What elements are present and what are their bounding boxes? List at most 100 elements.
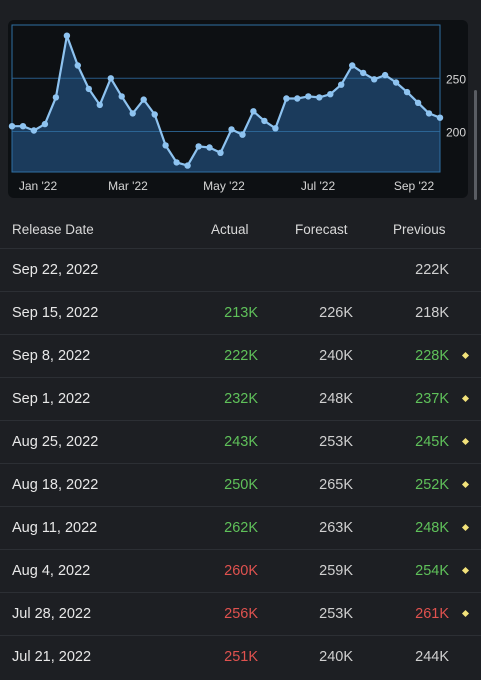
revision-diamond-icon [461,394,470,403]
previous-cell: 261K [415,606,449,622]
release-date-cell: Aug 18, 2022 [12,477,99,493]
data-point [305,93,312,100]
data-point [129,110,136,117]
data-point [381,71,389,79]
table-row[interactable]: Sep 15, 2022 213K 226K 218K [0,291,481,334]
header-release-date[interactable]: Release Date [12,222,94,237]
release-date-cell: Sep 22, 2022 [12,262,99,278]
actual-cell: 222K [224,348,258,364]
chart-card: 200 250 Jan '22 Mar '22 May '22 Jul '22 Sep '2… [0,0,481,200]
data-point [173,159,180,166]
data-point [85,85,93,93]
release-date-cell: Aug 25, 2022 [12,434,99,450]
table-row[interactable]: Sep 8, 2022 222K 240K 228K [0,334,481,377]
data-point [184,162,191,169]
data-point [41,120,49,128]
y-tick-label: 200 [446,126,466,140]
revision-diamond-icon [461,566,470,575]
series-area [12,35,440,173]
header-previous[interactable]: Previous [393,222,446,237]
data-point [162,142,169,149]
data-point [360,69,367,77]
previous-cell: 218K [415,305,449,321]
y-tick-label: 250 [446,72,466,86]
actual-cell: 256K [224,606,258,622]
release-date-cell: Jul 21, 2022 [12,649,92,665]
forecast-cell: 226K [319,305,353,321]
previous-cell: 248K [415,520,449,536]
actual-cell: 250K [224,477,258,493]
forecast-cell: 253K [319,434,353,450]
actual-cell: 251K [224,649,258,665]
data-point [96,101,104,109]
table-row[interactable]: Aug 18, 2022 250K 265K 252K [0,463,481,506]
header-forecast[interactable]: Forecast [295,222,348,237]
data-point [425,110,433,117]
table-row[interactable]: Aug 4, 2022 260K 259K 254K [0,549,481,592]
table-row[interactable]: Jul 21, 2022 251K 240K 244K [0,635,481,678]
table-header: Release Date Actual Forecast Previous [0,210,481,248]
series-line [12,34,441,167]
forecast-cell: 265K [319,477,353,493]
data-point [118,93,125,100]
data-point [52,94,60,101]
data-point [316,94,323,101]
x-tick-label: Sep '22 [394,179,435,193]
actual-cell: 213K [224,305,258,321]
data-point [392,79,400,86]
actual-cell: 243K [224,434,258,450]
previous-cell: 228K [415,348,449,364]
actual-cell: 232K [224,391,258,407]
release-date-cell: Sep 8, 2022 [12,348,91,364]
table-row[interactable]: Aug 11, 2022 262K 263K 248K [0,506,481,549]
revision-diamond-icon [461,523,470,532]
revision-diamond-icon [461,437,470,446]
forecast-cell: 248K [319,391,353,407]
plot-border [11,24,441,173]
data-point [140,96,147,103]
x-tick-label: Jul '22 [301,179,336,193]
data-point [74,62,82,69]
forecast-cell: 253K [319,606,353,622]
data-point [8,123,16,130]
table-row[interactable]: Sep 1, 2022 232K 248K 237K [0,377,481,420]
data-point [349,62,356,69]
data-point [228,126,235,133]
release-date-cell: Sep 1, 2022 [12,391,91,407]
data-point [261,117,268,125]
forecast-cell: 263K [319,520,353,536]
release-date-cell: Aug 4, 2022 [12,563,91,579]
data-point [63,32,71,39]
data-point [272,125,279,132]
data-point [283,95,290,102]
table-row[interactable]: Jul 28, 2022 256K 253K 261K [0,592,481,635]
table-row[interactable]: Aug 25, 2022 243K 253K 245K [0,420,481,463]
data-point [206,144,213,151]
header-actual[interactable]: Actual [211,222,249,237]
table-row[interactable]: Sep 22, 2022 222K [0,248,481,291]
previous-cell: 245K [415,434,449,450]
forecast-cell: 240K [319,649,353,665]
scrollbar[interactable] [474,90,477,200]
revision-diamond-icon [461,480,470,489]
x-tick-label: Jan '22 [19,179,58,193]
x-tick-label: Mar '22 [108,179,148,193]
data-point [371,76,378,83]
data-point [30,127,38,134]
data-point [107,75,115,82]
revision-diamond-icon [461,351,470,360]
data-point [151,111,158,118]
data-point [19,123,27,130]
jobless-claims-chart[interactable]: 200 250 Jan '22 Mar '22 May '22 Jul '22 Sep '2… [0,0,481,200]
forecast-cell: 240K [319,348,353,364]
release-date-cell: Aug 11, 2022 [12,520,98,536]
previous-cell: 237K [415,391,449,407]
x-tick-label: May '22 [203,179,245,193]
actual-cell: 260K [224,563,258,579]
release-date-cell: Jul 28, 2022 [12,606,92,622]
revision-diamond-icon [461,609,470,618]
data-point [414,99,422,107]
release-table: Sep 22, 2022 222K Sep 15, 2022 213K 226K 218K… [0,248,481,678]
data-point [250,108,257,115]
data-point [403,88,411,96]
